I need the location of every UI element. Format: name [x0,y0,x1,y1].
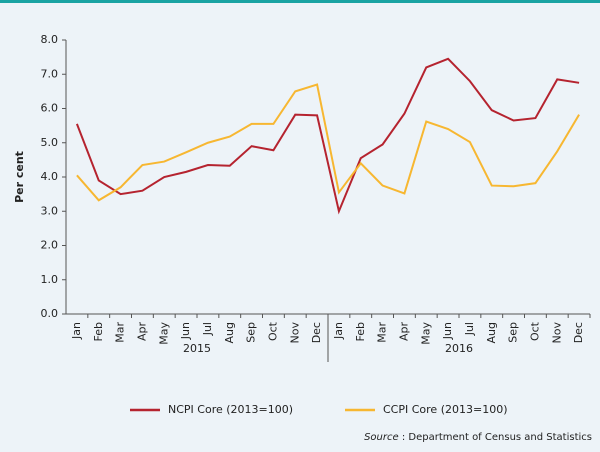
x-tick-label: Nov [288,322,301,344]
x-tick-label: Jul [201,322,214,336]
x-tick-label: Jun [441,322,454,340]
x-tick-label: Jan [332,322,345,340]
source-label: Source [364,432,399,443]
x-tick-label: Aug [223,322,236,343]
y-axis-label: Per cent [13,151,26,203]
y-tick-label: 2.0 [41,239,59,252]
y-tick-label: 3.0 [41,204,59,217]
legend-label: CCPI Core (2013=100) [383,403,507,416]
x-tick-label: May [157,322,170,345]
x-tick-label: Jan [70,322,83,340]
y-tick-label: 6.0 [41,102,59,115]
series-line [75,57,580,215]
x-tick-label: Apr [397,322,410,342]
x-tick-label: Dec [572,322,585,343]
series-line [76,83,580,202]
x-tick-label: Aug [485,322,498,343]
source: Source : Department of Census and Statis… [364,432,592,443]
y-tick-label: 8.0 [41,33,59,46]
x-tick-label: Oct [528,321,541,341]
x-tick-label: Sep [245,322,258,343]
y-tick-label: 0.0 [41,307,59,320]
x-tick-label: May [419,322,432,345]
y-tick-label: 5.0 [41,136,59,149]
x-tick-label: Jul [463,322,476,336]
x-tick-label: Jun [179,322,192,340]
y-tick-label: 7.0 [41,67,59,80]
y-tick-label: 4.0 [41,170,59,183]
x-tick-label: Dec [310,322,323,343]
x-tick-label: Oct [266,321,279,341]
x-tick-label: Feb [92,322,105,341]
group-label: 2015 [183,342,211,355]
legend-label: NCPI Core (2013=100) [168,403,293,416]
x-tick-label: Feb [354,322,367,341]
y-tick-label: 1.0 [41,273,59,286]
x-tick-label: Apr [135,322,148,342]
x-tick-label: Nov [550,322,563,344]
x-tick-label: Sep [507,322,520,343]
x-tick-label: Mar [376,322,389,343]
source-text: : Department of Census and Statistics [402,432,592,443]
x-tick-label: Mar [114,322,127,343]
group-label: 2016 [445,342,473,355]
